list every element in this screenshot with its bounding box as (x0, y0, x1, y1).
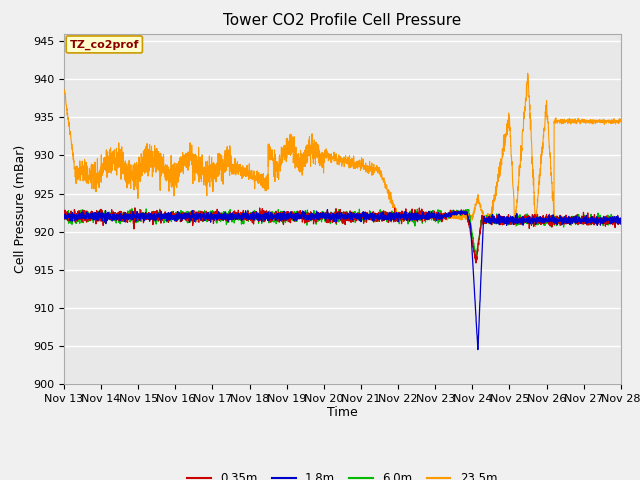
Y-axis label: Cell Pressure (mBar): Cell Pressure (mBar) (15, 144, 28, 273)
Title: Tower CO2 Profile Cell Pressure: Tower CO2 Profile Cell Pressure (223, 13, 461, 28)
Text: TZ_co2prof: TZ_co2prof (70, 39, 139, 49)
X-axis label: Time: Time (327, 407, 358, 420)
Legend: 0.35m, 1.8m, 6.0m, 23.5m: 0.35m, 1.8m, 6.0m, 23.5m (183, 467, 502, 480)
